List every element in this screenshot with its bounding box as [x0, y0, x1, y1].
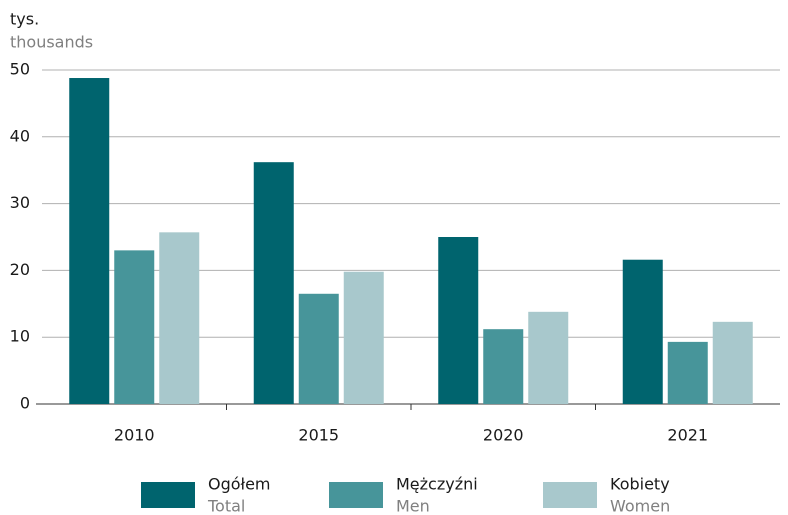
bar [159, 232, 200, 404]
legend-label-en: Men [396, 497, 430, 515]
bar [343, 271, 384, 404]
legend-swatch [329, 482, 383, 508]
legend-swatch [141, 482, 195, 508]
y-axis-label: tys. [10, 10, 39, 29]
y-tick-label: 20 [10, 260, 30, 279]
bar [114, 250, 155, 404]
y-tick-label: 30 [10, 193, 30, 212]
legend-label: Kobiety [610, 475, 670, 494]
bar [69, 78, 110, 405]
legend-label: Mężczyźni [396, 475, 478, 494]
y-tick-label: 50 [10, 60, 30, 79]
x-tick-label: 2010 [114, 426, 155, 445]
bar [712, 321, 753, 404]
bar [438, 237, 479, 404]
legend-label-en: Women [610, 497, 670, 515]
legend-label-en: Total [207, 497, 245, 515]
y-tick-label: 40 [10, 126, 30, 145]
x-tick-label: 2015 [298, 426, 339, 445]
legend-label: Ogółem [208, 475, 271, 494]
bar [298, 293, 339, 404]
y-tick-label: 10 [10, 327, 30, 346]
legend-swatch [543, 482, 597, 508]
y-tick-label: 0 [20, 394, 30, 413]
y-axis-label-en: thousands [10, 33, 93, 52]
bar [483, 329, 524, 404]
bar [667, 341, 708, 404]
x-tick-label: 2021 [667, 426, 708, 445]
bar [253, 162, 294, 404]
bar [528, 311, 569, 404]
x-tick-label: 2020 [483, 426, 524, 445]
bar [622, 259, 663, 404]
